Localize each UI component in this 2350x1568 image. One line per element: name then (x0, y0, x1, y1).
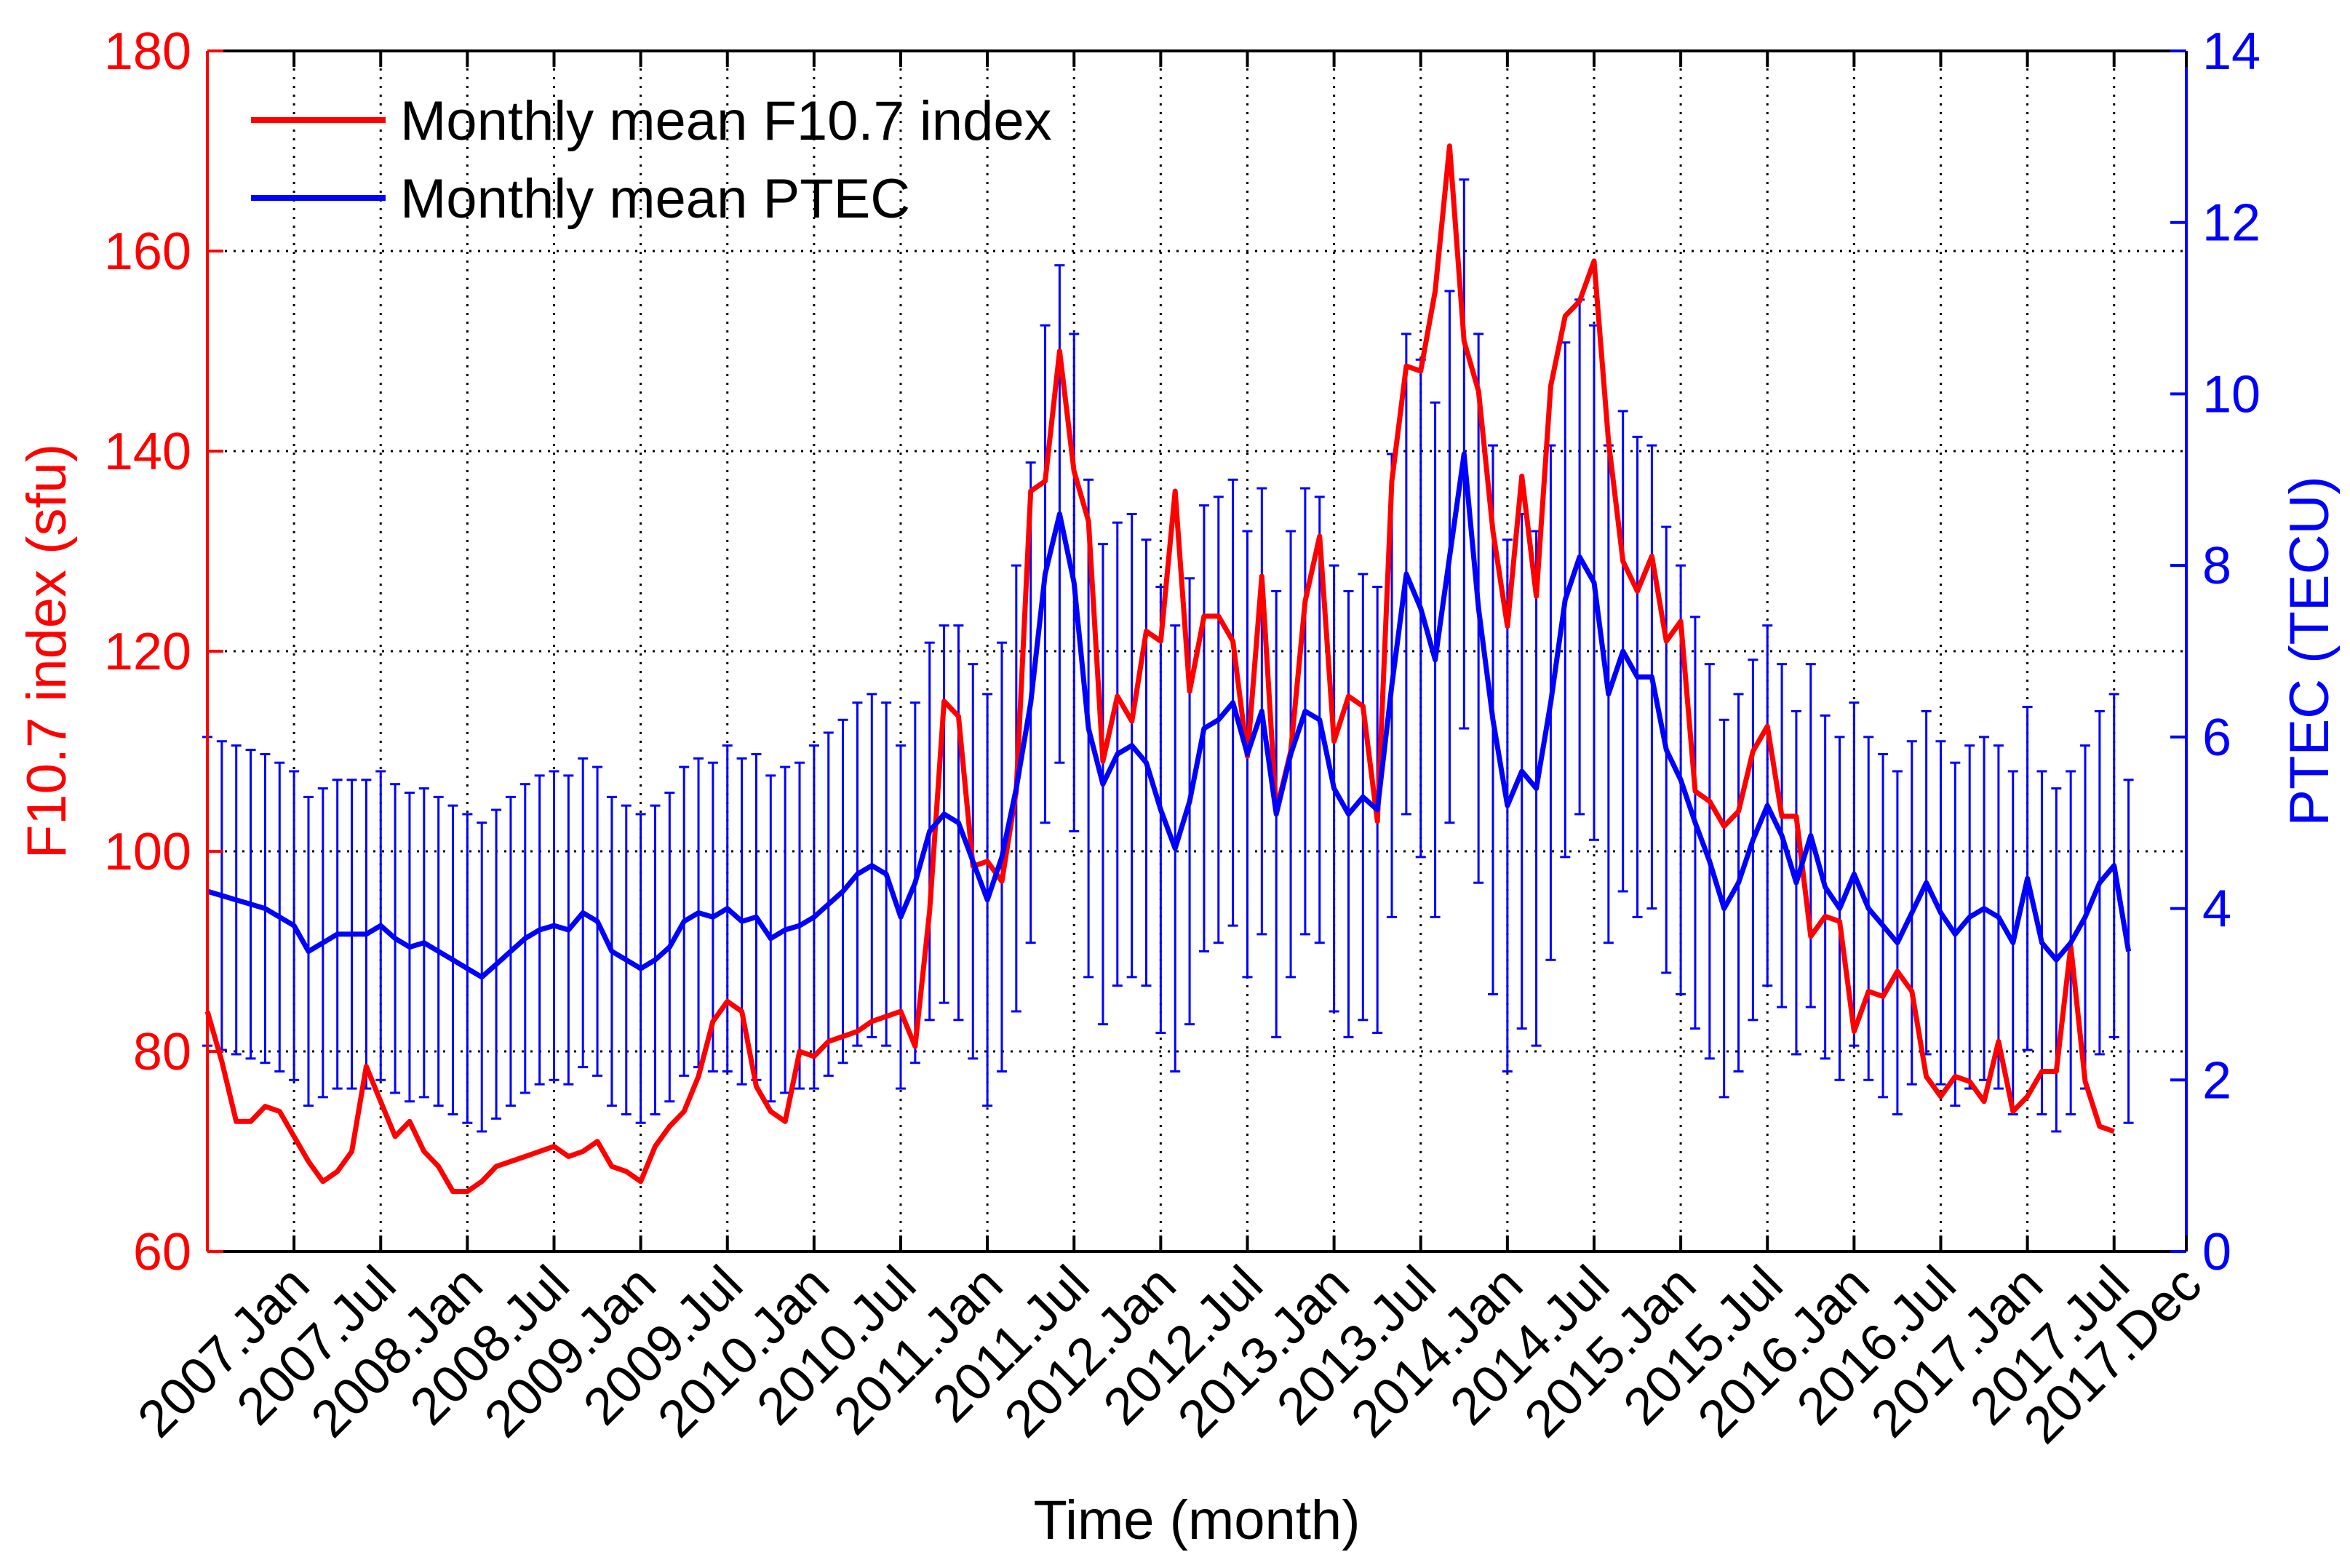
x-axis-label: Time (month) (1033, 1489, 1360, 1551)
left-axis-ticks: 60 80 100 120 140 160 180 (104, 23, 223, 1281)
left-tick-label: 120 (104, 623, 191, 681)
right-axis-label: PTEC (TECU) (2279, 476, 2341, 826)
left-tick-label: 80 (133, 1023, 191, 1081)
right-tick-label: 2 (2202, 1051, 2231, 1110)
right-axis-ticks: 0 2 4 6 8 10 12 14 (2170, 23, 2261, 1281)
right-tick-label: 0 (2202, 1223, 2231, 1281)
ptec-series-line (207, 451, 2132, 980)
left-axis-label: F10.7 index (sfu) (16, 444, 78, 859)
right-tick-label: 10 (2202, 365, 2261, 423)
right-tick-label: 4 (2202, 880, 2231, 939)
right-tick-label: 8 (2202, 537, 2231, 595)
legend-ptec-label: Monthly mean PTEC (400, 168, 910, 230)
left-tick-label: 180 (104, 23, 191, 81)
left-tick-label: 60 (133, 1223, 191, 1281)
series-lines (204, 143, 2132, 1194)
right-tick-label: 6 (2202, 709, 2231, 767)
legend: Monthly mean F10.7 index Monthly mean PT… (251, 90, 1052, 230)
right-tick-label: 12 (2202, 194, 2261, 252)
f107-series-line (204, 143, 2115, 1194)
left-tick-label: 140 (104, 423, 191, 481)
left-tick-label: 100 (104, 823, 191, 881)
right-tick-label: 14 (2202, 23, 2261, 81)
legend-f107-label: Monthly mean F10.7 index (400, 90, 1052, 152)
left-tick-label: 160 (104, 223, 191, 281)
